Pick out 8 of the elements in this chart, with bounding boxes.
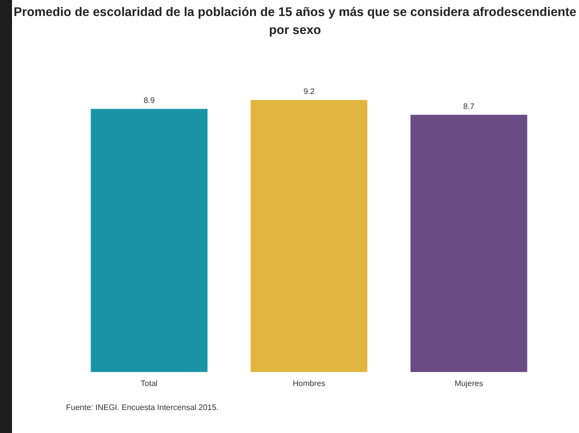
x-tick-label: Hombres [292, 379, 326, 388]
data-label: 8.7 [463, 102, 475, 111]
data-label: 9.2 [303, 87, 316, 96]
x-tick-label: Total [140, 379, 158, 388]
x-tick-label: Mujeres [454, 379, 484, 388]
source-note: Fuente: INEGI. Encuesta Intercensal 2015. [66, 403, 219, 412]
data-label: 8.9 [144, 96, 156, 105]
chart-title: Promedio de escolaridad de la población de 15 años y más que se considera afrodescendiente por sexo [14, 5, 576, 37]
